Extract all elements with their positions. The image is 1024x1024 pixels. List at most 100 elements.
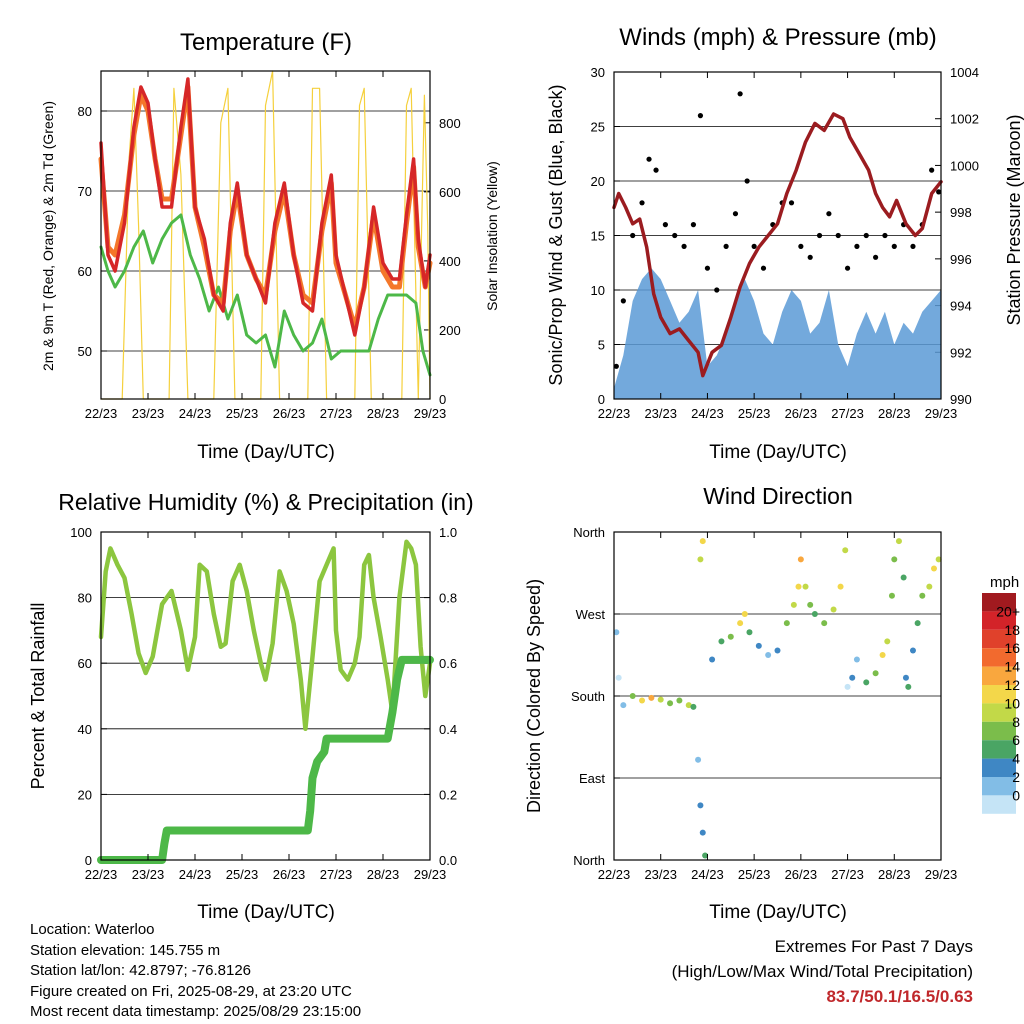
legend-swatch: [982, 777, 1016, 796]
x-tick-label: 27/23: [831, 867, 864, 882]
winds-ylabel-right: Station Pressure (Maroon): [1004, 114, 1024, 325]
y-tick-label: 80: [78, 591, 92, 606]
direction-point: [888, 592, 895, 599]
y-tick-label: 0: [598, 392, 605, 407]
x-tick-label: 26/23: [785, 406, 818, 421]
legend-swatch: [982, 666, 1016, 685]
relative-humidity-line: [98, 539, 433, 732]
direction-point: [699, 538, 706, 545]
legend-label: 16: [1004, 640, 1020, 656]
direction-point: [774, 647, 781, 654]
gust-point: [844, 265, 851, 271]
gust-point: [751, 243, 757, 249]
direction-point: [718, 638, 725, 645]
direction-point: [837, 583, 844, 590]
winddir-title: Wind Direction: [703, 483, 853, 509]
direction-point: [795, 583, 802, 590]
x-tick-label: 22/23: [85, 867, 118, 882]
gust-point: [737, 91, 743, 97]
y-tick-label: 20: [78, 787, 92, 802]
gust-point: [835, 232, 841, 239]
direction-point: [648, 694, 655, 701]
winddir-legend-title: mph: [990, 574, 1019, 591]
y-tick-label: 50: [78, 344, 92, 359]
y-tick-label: 40: [78, 722, 92, 737]
direction-point: [807, 601, 814, 608]
direction-point: [849, 674, 856, 681]
direction-point: [872, 670, 879, 677]
legend-label: 4: [1012, 751, 1020, 767]
y-right-tick-label: 998: [950, 205, 972, 220]
y-tick-label: West: [576, 607, 606, 622]
direction-point: [695, 756, 702, 763]
gust-point: [681, 243, 687, 249]
direction-point: [613, 629, 620, 636]
y-tick-label: 60: [78, 656, 92, 671]
y-right-tick-label: 600: [439, 185, 461, 200]
y-right-tick-label: 1004: [950, 65, 979, 80]
gust-point: [672, 232, 678, 239]
temp-2m-line: [99, 77, 432, 337]
y-tick-label: East: [579, 771, 605, 786]
created-text: Figure created on Fri, 2025-08-29, at 23…: [30, 982, 352, 1000]
legend-label: 18: [1004, 622, 1020, 638]
humidity-plot-area: 0 20 40 60 80 100 0.0 0.2 0.4 0.6 0.8 1.0 22/23 23/23…: [70, 525, 457, 882]
direction-point: [697, 802, 704, 809]
x-tick-label: 23/23: [644, 406, 677, 421]
winds-xlabel: Time (Day/UTC): [709, 442, 847, 463]
legend-label: 0: [1012, 787, 1020, 803]
gust-point: [704, 265, 711, 271]
plot-frame: [100, 531, 431, 861]
x-tick-label: 29/23: [925, 867, 958, 882]
legend-swatch: [982, 685, 1016, 704]
latlon-text: Station lat/lon: 42.8797; -76.8126: [30, 962, 252, 979]
legend-label: 6: [1012, 732, 1020, 748]
gust-point: [929, 167, 935, 173]
legend-swatch: [982, 611, 1016, 630]
direction-point: [615, 674, 622, 681]
winddir-panel: Wind Direction NorthEastSouthWestNorth22…: [524, 483, 1020, 923]
station-info: Location: Waterloo Station elevation: 14…: [30, 920, 361, 1023]
x-tick-label: 29/23: [414, 867, 447, 882]
y-right-tick-label: 1000: [950, 158, 979, 173]
direction-point: [727, 633, 734, 640]
direction-point: [821, 620, 828, 627]
y-right-tick-label: 0.8: [439, 591, 457, 606]
gust-point: [882, 232, 888, 239]
gust-point: [760, 265, 767, 271]
winds-panel: Winds (mph) & Pressure (mb) 0 5 10 15 20 25 30…: [546, 24, 1024, 463]
x-tick-label: 27/23: [320, 406, 353, 421]
gust-point: [630, 232, 636, 239]
y-right-tick-label: 996: [950, 252, 972, 267]
plot-frame: [613, 71, 942, 400]
y-right-tick-label: 0.6: [439, 656, 457, 671]
dewpoint-line: [99, 213, 432, 377]
x-tick-label: 24/23: [179, 406, 212, 421]
gust-point: [613, 363, 619, 369]
gust-point: [910, 243, 916, 249]
winddir-xlabel: Time (Day/UTC): [709, 902, 847, 923]
gust-point: [826, 211, 832, 217]
direction-point: [909, 647, 916, 654]
x-tick-label: 25/23: [738, 867, 771, 882]
y-right-tick-label: 800: [439, 116, 461, 131]
temperature-ylabel-left: 2m & 9m T (Red, Orange) & 2m Td (Green): [40, 101, 56, 371]
temperature-title: Temperature (F): [180, 29, 352, 56]
y-right-tick-label: 400: [439, 254, 461, 269]
gust-point: [620, 298, 626, 304]
y-tick-label: 100: [70, 525, 92, 540]
gust-point: [798, 243, 804, 249]
sonic-wind-area: [614, 268, 941, 399]
direction-point: [830, 606, 837, 613]
x-tick-label: 26/23: [273, 406, 306, 421]
x-tick-label: 28/23: [878, 867, 911, 882]
direction-point: [811, 611, 818, 617]
y-right-tick-label: 1.0: [439, 525, 457, 540]
direction-point: [667, 700, 674, 707]
y-right-tick-label: 994: [950, 299, 972, 314]
x-tick-label: 23/23: [644, 867, 677, 882]
legend-swatch: [982, 721, 1016, 741]
gust-point: [653, 167, 659, 173]
